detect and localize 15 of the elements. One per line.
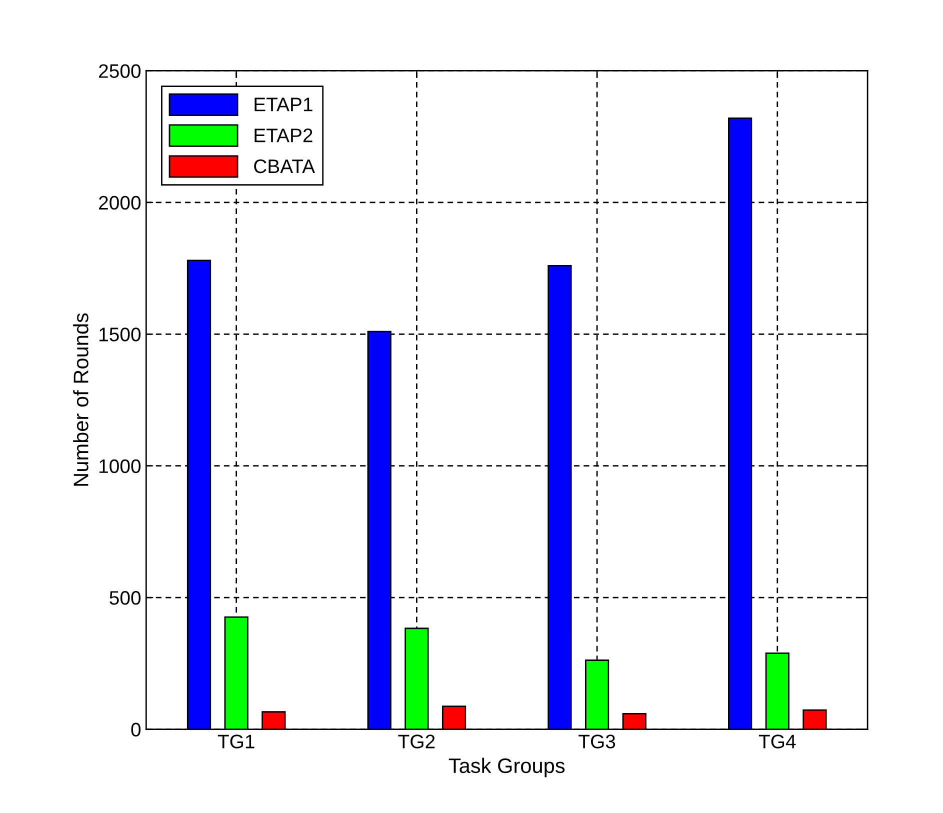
y-tick-label: 2000 bbox=[99, 196, 141, 210]
x-tick-label: TG3 bbox=[578, 734, 616, 748]
legend-label: CBATA bbox=[254, 159, 316, 174]
y-tick-label: 500 bbox=[110, 591, 141, 605]
y-tick-label: 2500 bbox=[99, 64, 141, 78]
y-axis-title: Number of Rounds bbox=[73, 313, 88, 486]
legend-label: ETAP1 bbox=[254, 98, 312, 112]
x-tick-label: TG1 bbox=[218, 734, 254, 748]
legend-label: ETAP2 bbox=[254, 128, 312, 142]
x-tick-label: TG4 bbox=[758, 734, 796, 748]
y-tick-label: 0 bbox=[131, 722, 141, 736]
x-axis-title: Task Groups bbox=[448, 758, 565, 778]
x-tick-label: TG2 bbox=[398, 734, 435, 748]
y-tick-label: 1500 bbox=[100, 328, 141, 342]
y-tick-label: 1000 bbox=[100, 459, 141, 474]
